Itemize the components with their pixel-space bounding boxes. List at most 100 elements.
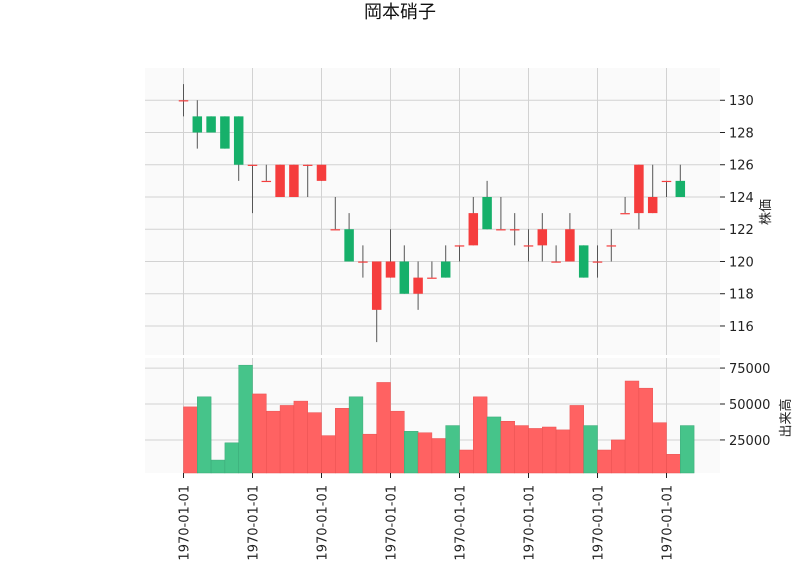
candle-body: [206, 116, 216, 133]
candle-body: [620, 213, 630, 215]
volume-bar: [528, 428, 543, 474]
price-axis-label: 株価: [759, 199, 774, 225]
volume-bar: [555, 429, 571, 474]
volume-bar: [514, 425, 529, 474]
candle-body: [592, 261, 603, 263]
candle-body: [634, 164, 644, 214]
chart-title: 岡本硝子: [364, 2, 436, 23]
candle-body: [399, 261, 410, 294]
volume-bar: [224, 442, 239, 474]
candle-body: [358, 261, 368, 263]
price-tick-label: 118: [729, 288, 754, 303]
candle-body: [468, 213, 479, 246]
price-panel: 116 118 120 122 124 126 128 130: [145, 68, 754, 355]
price-tick-label: 122: [729, 223, 754, 238]
price-tick-label: 120: [729, 255, 754, 270]
volume-bar: [542, 426, 557, 474]
candle-body: [385, 261, 396, 278]
candle-body: [647, 196, 658, 214]
candle-body: [302, 164, 313, 166]
x-tick-label: 1970-01-01: [178, 485, 193, 561]
x-tick-label: 1970-01-01: [523, 485, 538, 561]
candle-body: [192, 116, 203, 133]
candle-body: [247, 164, 258, 166]
candle-body: [220, 116, 230, 149]
volume-bar: [279, 405, 295, 474]
volume-bar: [417, 432, 433, 474]
volume-bar: [362, 433, 377, 474]
volume-bar: [583, 425, 598, 474]
x-tick-label: 1970-01-01: [592, 485, 607, 561]
candle-body: [413, 277, 423, 294]
volume-panel: 25000 50000 75000: [145, 358, 770, 474]
x-tick-label: 1970-01-01: [661, 485, 676, 561]
candle-body: [371, 261, 382, 310]
volume-bar: [238, 364, 253, 474]
volume-bar: [473, 396, 488, 474]
volume-tick-label: 25000: [729, 434, 770, 449]
volume-bar: [597, 449, 612, 474]
volume-tick-label: 75000: [729, 362, 770, 377]
volume-bar: [611, 439, 626, 474]
price-tick-label: 126: [729, 159, 754, 174]
candle-body: [675, 180, 686, 197]
candle-body: [523, 245, 534, 247]
candle-body: [178, 100, 189, 102]
volume-bar: [652, 422, 667, 474]
candle-body: [537, 229, 548, 246]
candle-body: [578, 245, 589, 278]
price-tick-label: 116: [729, 320, 754, 335]
volume-bar: [638, 387, 653, 474]
volume-bar: [348, 396, 364, 474]
price-tick-label: 124: [729, 191, 754, 206]
volume-bar: [459, 449, 474, 474]
price-panel-background: [145, 68, 720, 355]
volume-bar: [376, 382, 391, 474]
volume-tick-label: 50000: [729, 398, 770, 413]
candle-body: [496, 229, 506, 231]
volume-bar: [666, 454, 681, 474]
volume-bar: [404, 431, 419, 474]
volume-bar: [486, 416, 502, 474]
candle-body: [551, 261, 561, 263]
volume-bar: [431, 438, 446, 474]
x-tick-label: 1970-01-01: [247, 485, 262, 561]
candle-body: [661, 180, 672, 183]
volume-bar: [680, 425, 695, 474]
x-tick-label: 1970-01-01: [454, 485, 469, 561]
volume-bar: [624, 380, 640, 474]
candle-body: [509, 229, 520, 231]
candle-body: [330, 229, 341, 231]
volume-axis-label: 出来高: [778, 398, 794, 437]
candle-body: [233, 116, 244, 165]
volume-bar: [390, 410, 405, 474]
candle-body: [565, 229, 575, 262]
volume-bar: [569, 405, 584, 474]
candle-body: [440, 261, 451, 278]
volume-bar: [500, 421, 515, 474]
volume-bar: [321, 435, 336, 474]
x-tick-label: 1970-01-01: [316, 485, 331, 561]
price-tick-label: 128: [729, 126, 754, 141]
candle-body: [606, 245, 617, 247]
candle-body: [261, 180, 272, 183]
volume-bar: [445, 425, 460, 474]
volume-bar: [210, 459, 226, 474]
candle-body: [454, 245, 465, 247]
volume-bar: [197, 396, 212, 474]
volume-bar: [335, 408, 350, 474]
volume-bar: [183, 406, 198, 474]
candle-body: [344, 229, 354, 262]
candle-body: [316, 164, 327, 181]
volume-bar: [293, 400, 308, 474]
candle-body: [427, 277, 437, 279]
price-tick-label: 130: [729, 94, 754, 109]
x-axis: 1970-01-01 1970-01-01 1970-01-01 1970-01-01…: [178, 473, 676, 561]
candle-body: [275, 164, 285, 197]
candle-body: [289, 164, 299, 197]
volume-bar: [307, 412, 322, 474]
volume-bar: [266, 410, 281, 474]
x-tick-label: 1970-01-01: [385, 485, 400, 561]
candle-body: [482, 196, 492, 230]
